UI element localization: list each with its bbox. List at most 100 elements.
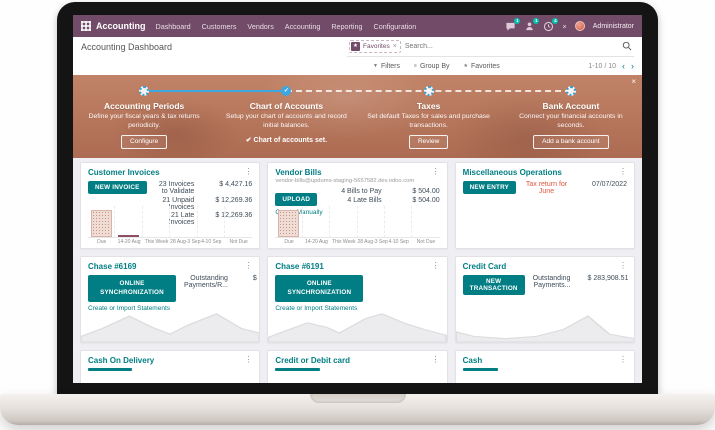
step-desc: Define your fiscal years & tax returns p… [88, 113, 200, 129]
laptop-bezel: Accounting Dashboard Customers Vendors A… [57, 2, 658, 394]
top-menu: Dashboard Customers Vendors Accounting R… [156, 22, 417, 31]
pager-next-icon[interactable]: › [631, 60, 634, 71]
invoice-stat-row: 21 Unpaid Invoices $ 12,269.36 [162, 196, 253, 211]
balance-sparkline[interactable] [268, 306, 447, 342]
kebab-menu-icon[interactable]: ⋮ [244, 355, 253, 364]
card-title[interactable]: Chase #6191 [275, 262, 324, 271]
favorites-filter-tag[interactable]: ★ Favorites × [349, 40, 401, 53]
screen: Accounting Dashboard Customers Vendors A… [73, 15, 642, 383]
filter-group: ▼ Filters ≡ Group By ★ Favorites [373, 63, 500, 70]
vendor-bills-email: vendor-bills@updums-staging-5657582.dev.… [275, 178, 415, 184]
pager-count: 1-10 / 10 [588, 62, 616, 70]
card-customer-invoices: Customer Invoices ⋮ NEW INVOICE 23 Invoic… [80, 162, 261, 249]
close-icon[interactable]: × [562, 21, 567, 31]
card-title[interactable]: Credit Card [462, 262, 507, 271]
menu-reporting[interactable]: Reporting [331, 21, 363, 31]
menu-dashboard[interactable]: Dashboard [155, 21, 191, 31]
add-bank-account-button[interactable]: Add a bank account [533, 134, 609, 149]
card-title[interactable]: Chase #6169 [88, 262, 137, 271]
menu-configuration[interactable]: Configuration [373, 21, 417, 31]
card-cash-on-delivery: Cash On Delivery ⋮ [80, 350, 261, 383]
step-desc: Set default Taxes for sales and purchase… [367, 113, 490, 129]
button-top-edge[interactable] [275, 368, 321, 371]
create-import-statements-link[interactable]: Create or Import Statements [88, 304, 171, 312]
page-title: Accounting Dashboard [81, 42, 173, 52]
notifications-icon[interactable]: 1 [524, 17, 540, 32]
chart-bar-due[interactable] [90, 210, 112, 237]
filters-button[interactable]: ▼ Filters [373, 62, 401, 70]
kebab-menu-icon[interactable]: ⋮ [431, 167, 440, 176]
step-chart-of-accounts: ✓ Chart of Accounts Setup your chart of … [215, 75, 357, 158]
chart-bar-due[interactable] [277, 210, 300, 237]
topbar-right: 1 1 4 × Administrator [505, 17, 634, 32]
review-button[interactable]: Review [408, 134, 449, 149]
card-credit-card: Credit Card ⋮ NEW TRANSACTION Outstanding… [454, 256, 635, 343]
control-panel: Accounting Dashboard ★ Favorites × [73, 37, 642, 57]
step-title: Chart of Accounts [249, 101, 324, 111]
create-import-statements-link[interactable]: Create or Import Statements [275, 304, 358, 312]
apps-grid-icon[interactable] [81, 21, 91, 31]
step-bank-account: Bank Account Connect your financial acco… [500, 75, 642, 158]
app-name[interactable]: Accounting [96, 21, 146, 31]
balance-sparkline[interactable] [81, 306, 260, 342]
group-by-button[interactable]: ≡ Group By [414, 62, 450, 70]
step-title: Taxes [416, 101, 441, 111]
favorite-tag-star-icon: ★ [351, 42, 360, 51]
card-title[interactable]: Customer Invoices [88, 168, 160, 177]
banner-close-icon[interactable]: × [631, 77, 636, 86]
bill-stat-row: 4 Bills to Pay $ 504.00 [341, 188, 440, 195]
kebab-menu-icon[interactable]: ⋮ [618, 261, 627, 270]
configure-button[interactable]: Configure [121, 134, 168, 149]
button-top-edge[interactable] [462, 368, 498, 371]
entry-date: 07/07/2022 [591, 181, 627, 188]
chart-bar-small[interactable] [118, 234, 140, 237]
user-name[interactable]: Administrator [592, 22, 634, 30]
messages-badge: 1 [514, 17, 521, 24]
online-synchronization-button[interactable]: ONLINE SYNCHRONIZATION [88, 275, 176, 302]
invoice-aging-chart[interactable]: Due 14-20 Aug This Week 28 Aug-3 Sep 4-1… [88, 206, 253, 246]
favorites-button[interactable]: ★ Favorites [463, 62, 500, 70]
menu-customers[interactable]: Customers [201, 21, 237, 31]
card-chase-6191: Chase #6191 ⋮ ONLINE SYNCHRONIZATION Crea… [267, 256, 448, 343]
card-title[interactable]: Vendor Bills [275, 168, 322, 177]
step-check-icon: ✓ [281, 86, 292, 96]
kebab-menu-icon[interactable]: ⋮ [431, 261, 440, 270]
card-title[interactable]: Credit or Debit card [275, 356, 351, 365]
remove-tag-icon[interactable]: × [392, 43, 397, 50]
card-title[interactable]: Miscellaneous Operations [462, 168, 562, 177]
kebab-menu-icon[interactable]: ⋮ [618, 355, 627, 364]
menu-accounting[interactable]: Accounting [284, 21, 321, 31]
invoice-stat-row: 21 Late Invoices $ 12,269.36 [168, 212, 253, 226]
tax-return-link[interactable]: Tax return for June [525, 181, 568, 195]
kebab-menu-icon[interactable]: ⋮ [244, 261, 253, 270]
balance-sparkline[interactable] [455, 306, 634, 342]
kebab-menu-icon[interactable]: ⋮ [244, 167, 253, 176]
menu-vendors[interactable]: Vendors [247, 21, 274, 31]
chart-of-accounts-set-text: ✔ Chart of accounts set. [245, 136, 328, 144]
upload-button[interactable]: UPLOAD [275, 193, 318, 206]
button-top-edge[interactable] [88, 368, 132, 371]
filters-caret-icon: ▼ [373, 63, 378, 69]
search-bar[interactable]: ★ Favorites × [347, 37, 634, 57]
bill-aging-chart[interactable]: Due 14-20 Aug This Week 28 Aug-3 Sep 4-1… [275, 206, 440, 246]
bill-stat-row: 4 Late Bills $ 504.00 [347, 196, 440, 204]
new-transaction-button[interactable]: NEW TRANSACTION [462, 275, 525, 295]
search-icon[interactable] [622, 38, 632, 56]
card-title[interactable]: Cash On Delivery [88, 356, 155, 365]
avatar[interactable] [574, 21, 585, 31]
new-entry-button[interactable]: NEW ENTRY [462, 181, 517, 194]
misc-entry-row: Tax return for June 07/07/2022 [524, 181, 627, 195]
activities-clock-icon[interactable]: 4 [543, 17, 559, 32]
kebab-menu-icon[interactable]: ⋮ [618, 167, 627, 176]
pager-prev-icon[interactable]: ‹ [622, 60, 625, 71]
step-desc: Connect your financial accounts in secon… [519, 113, 623, 129]
card-chase-6169: Chase #6169 ⋮ ONLINE SYNCHRONIZATION Crea… [80, 256, 261, 343]
messages-icon[interactable]: 1 [505, 17, 521, 32]
search-input[interactable] [404, 43, 618, 50]
card-title[interactable]: Cash [462, 356, 483, 365]
progress-line-done [144, 90, 287, 92]
new-invoice-button[interactable]: NEW INVOICE [88, 181, 147, 194]
online-synchronization-button[interactable]: ONLINE SYNCHRONIZATION [275, 275, 364, 302]
kebab-menu-icon[interactable]: ⋮ [431, 355, 440, 364]
